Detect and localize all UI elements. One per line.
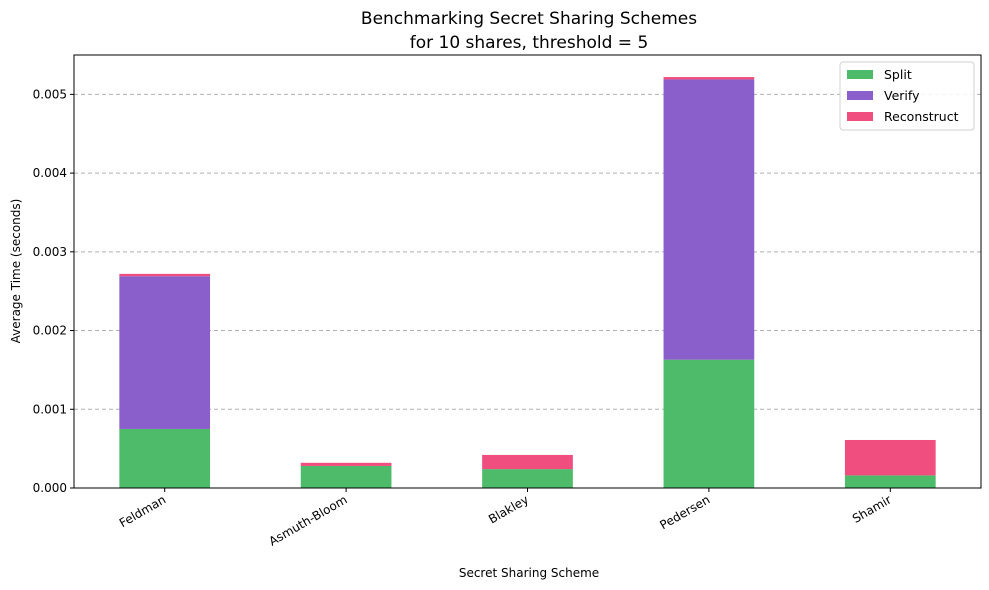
y-tick-label: 0.003 <box>33 245 67 259</box>
legend-label-verify: Verify <box>884 88 920 103</box>
legend-swatch-split <box>847 70 873 79</box>
x-tick-label: Asmuth-Bloom <box>266 492 349 548</box>
legend-swatch-reconstruct <box>847 112 873 121</box>
y-tick-label: 0.001 <box>33 402 67 416</box>
bar-split-pedersen <box>663 359 755 488</box>
legend: Split Verify Reconstruct <box>839 61 975 131</box>
bar-reconstruct-blakley <box>482 454 573 470</box>
bar-reconstruct-pedersen <box>663 77 755 80</box>
legend-box <box>839 61 975 131</box>
bar-split-blakley <box>482 469 573 488</box>
legend-swatch-verify <box>847 91 873 100</box>
y-axis: 0.000 0.001 0.002 0.003 0.004 0.005 <box>33 87 74 495</box>
x-tick-label: Blakley <box>486 492 531 526</box>
x-tick-label: Shamir <box>850 492 894 525</box>
y-tick-label: 0.002 <box>33 324 67 338</box>
y-tick-label: 0.000 <box>33 481 67 495</box>
x-axis: Feldman Asmuth-Bloom Blakley Pedersen Shamir <box>117 488 894 549</box>
y-tick-label: 0.005 <box>33 87 67 101</box>
bar-split-feldman <box>119 428 211 488</box>
y-tick-label: 0.004 <box>33 166 67 180</box>
bar-reconstruct-shamir <box>844 439 936 476</box>
x-tick-label: Feldman <box>117 492 168 530</box>
bar-reconstruct-feldman <box>119 273 211 277</box>
bar-reconstruct-asmuth-bloom <box>300 462 392 466</box>
bars <box>119 77 936 488</box>
legend-label-reconstruct: Reconstruct <box>884 109 959 124</box>
bar-split-asmuth-bloom <box>300 465 392 488</box>
y-axis-label: Average Time (seconds) <box>9 199 23 344</box>
x-axis-label: Secret Sharing Scheme <box>459 566 599 580</box>
bar-split-shamir <box>844 475 936 488</box>
x-tick-label: Pedersen <box>657 492 712 532</box>
bar-verify-feldman <box>119 276 211 429</box>
bar-verify-pedersen <box>663 79 755 360</box>
chart-subtitle: for 10 shares, threshold = 5 <box>410 33 649 53</box>
grid-lines <box>74 93 981 410</box>
legend-label-split: Split <box>884 67 912 82</box>
chart-title: Benchmarking Secret Sharing Schemes <box>361 9 697 29</box>
